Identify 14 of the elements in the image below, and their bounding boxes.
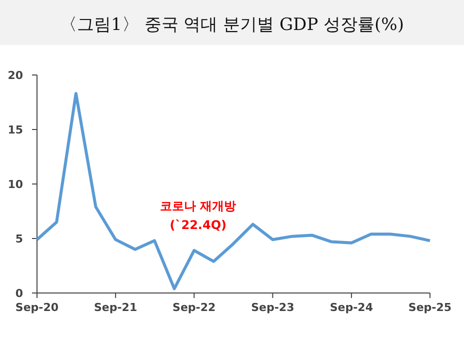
y-tick-label: 5 (15, 232, 23, 246)
y-tick-label: 0 (15, 287, 24, 300)
line-series (36, 92, 432, 290)
x-tick-label: Sep-24 (330, 301, 374, 314)
annotation: 코로나 재개방 (`22.4Q) (160, 199, 236, 232)
x-tick-label: Sep-21 (94, 301, 138, 314)
x-tick-label: Sep-25 (408, 301, 452, 314)
y-tick-label: 15 (8, 124, 23, 136)
y-tick-label: 20 (8, 69, 24, 82)
x-tick-label: Sep-22 (172, 301, 216, 314)
chart-title: 〈그림1〉 중국 역대 분기별 GDP 성장률(%) (60, 15, 404, 35)
x-tick-label: Sep-23 (251, 301, 294, 314)
x-tick-label: Sep-20 (15, 301, 59, 314)
y-tick-label: 10 (8, 178, 24, 191)
